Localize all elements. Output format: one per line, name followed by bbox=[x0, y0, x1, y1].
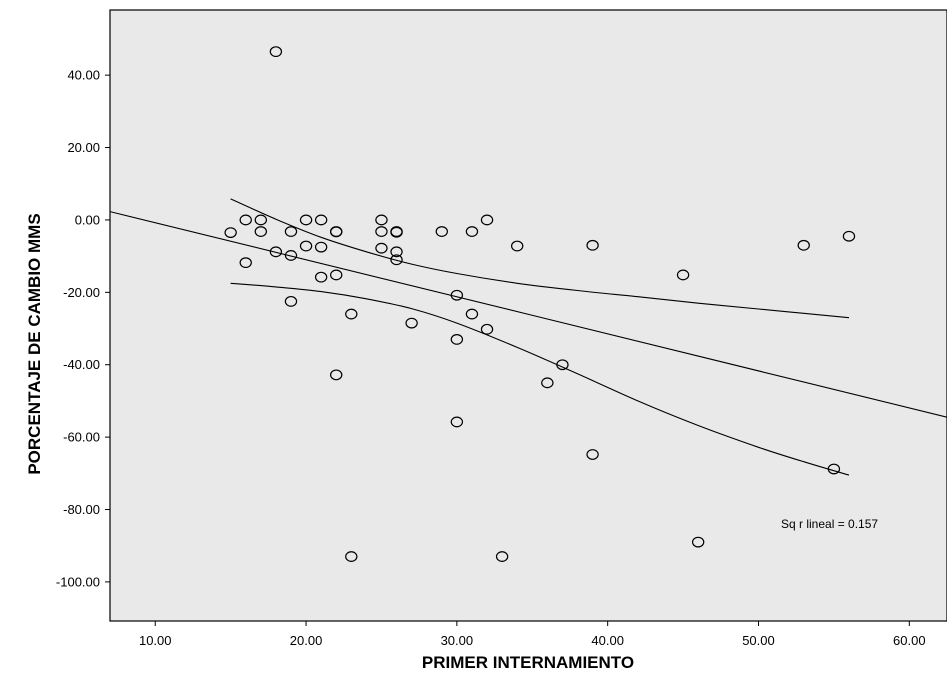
data-point bbox=[556, 359, 569, 371]
x-tick-label: 60.00 bbox=[893, 633, 926, 648]
data-point bbox=[691, 536, 705, 548]
data-point bbox=[480, 323, 494, 335]
data-point bbox=[269, 246, 283, 258]
y-tick-label: 40.00 bbox=[67, 68, 100, 83]
data-point bbox=[450, 289, 464, 301]
data-point bbox=[254, 226, 268, 237]
data-point bbox=[586, 239, 599, 251]
data-points-layer bbox=[224, 46, 856, 562]
data-point bbox=[269, 46, 283, 58]
data-point bbox=[375, 242, 388, 254]
data-point bbox=[314, 214, 328, 226]
data-point bbox=[345, 551, 358, 562]
data-point bbox=[314, 241, 328, 253]
data-point bbox=[330, 226, 343, 238]
data-point bbox=[239, 257, 252, 269]
data-point bbox=[586, 449, 599, 460]
confidence-band-lower bbox=[230, 282, 850, 476]
data-point bbox=[345, 308, 358, 320]
data-point bbox=[842, 230, 856, 242]
data-point bbox=[299, 240, 313, 252]
y-axis-title: PORCENTAJE DE CAMBIO MMS bbox=[25, 213, 44, 474]
y-tick-label: -60.00 bbox=[63, 430, 100, 445]
data-point bbox=[495, 551, 509, 562]
confidence-band-upper bbox=[230, 198, 850, 319]
y-tick-label: 20.00 bbox=[67, 140, 100, 155]
data-point bbox=[330, 269, 343, 281]
x-tick-label: 50.00 bbox=[742, 633, 775, 648]
data-point bbox=[480, 214, 494, 226]
x-tick-label: 10.00 bbox=[139, 633, 172, 648]
y-tick-label: 0.00 bbox=[75, 212, 100, 227]
data-point bbox=[239, 214, 252, 226]
data-point bbox=[224, 227, 237, 239]
data-point bbox=[405, 317, 418, 329]
data-point bbox=[284, 226, 298, 237]
data-point bbox=[450, 333, 464, 345]
data-point bbox=[375, 214, 388, 226]
y-tick-label: -80.00 bbox=[63, 502, 100, 517]
data-point bbox=[510, 240, 524, 252]
data-point bbox=[435, 226, 448, 237]
r-squared-annotation: Sq r lineal = 0.157 bbox=[781, 517, 878, 531]
data-point bbox=[390, 246, 403, 258]
y-axis: 40.00 20.00 0.00 -20.00 -40.00 -60.00 -80.00 -1… bbox=[56, 68, 110, 589]
data-point bbox=[676, 269, 690, 281]
regression-fit-line bbox=[110, 211, 947, 418]
data-point bbox=[299, 214, 313, 226]
data-point bbox=[314, 271, 328, 283]
fit-lines-layer bbox=[110, 198, 947, 476]
data-point bbox=[284, 295, 298, 307]
data-point bbox=[390, 254, 403, 266]
data-point bbox=[375, 226, 388, 237]
data-point bbox=[330, 369, 343, 381]
data-point bbox=[465, 308, 479, 320]
data-point bbox=[254, 214, 268, 226]
y-tick-label: -20.00 bbox=[63, 285, 100, 300]
x-axis: 10.00 20.00 30.00 40.00 50.00 60.00 bbox=[139, 621, 926, 648]
data-point bbox=[465, 226, 479, 237]
data-point bbox=[797, 239, 810, 251]
plot-area bbox=[109, 9, 947, 622]
y-tick-label: -40.00 bbox=[63, 357, 100, 372]
x-tick-label: 30.00 bbox=[441, 633, 474, 648]
x-tick-label: 40.00 bbox=[591, 633, 624, 648]
data-point bbox=[541, 377, 554, 389]
data-point bbox=[450, 416, 464, 428]
x-tick-label: 20.00 bbox=[290, 633, 323, 648]
y-tick-label: -100.00 bbox=[56, 574, 100, 589]
data-point bbox=[284, 250, 298, 261]
x-axis-title: PRIMER INTERNAMIENTO bbox=[422, 653, 634, 672]
data-point bbox=[390, 226, 403, 238]
data-point bbox=[827, 463, 841, 475]
